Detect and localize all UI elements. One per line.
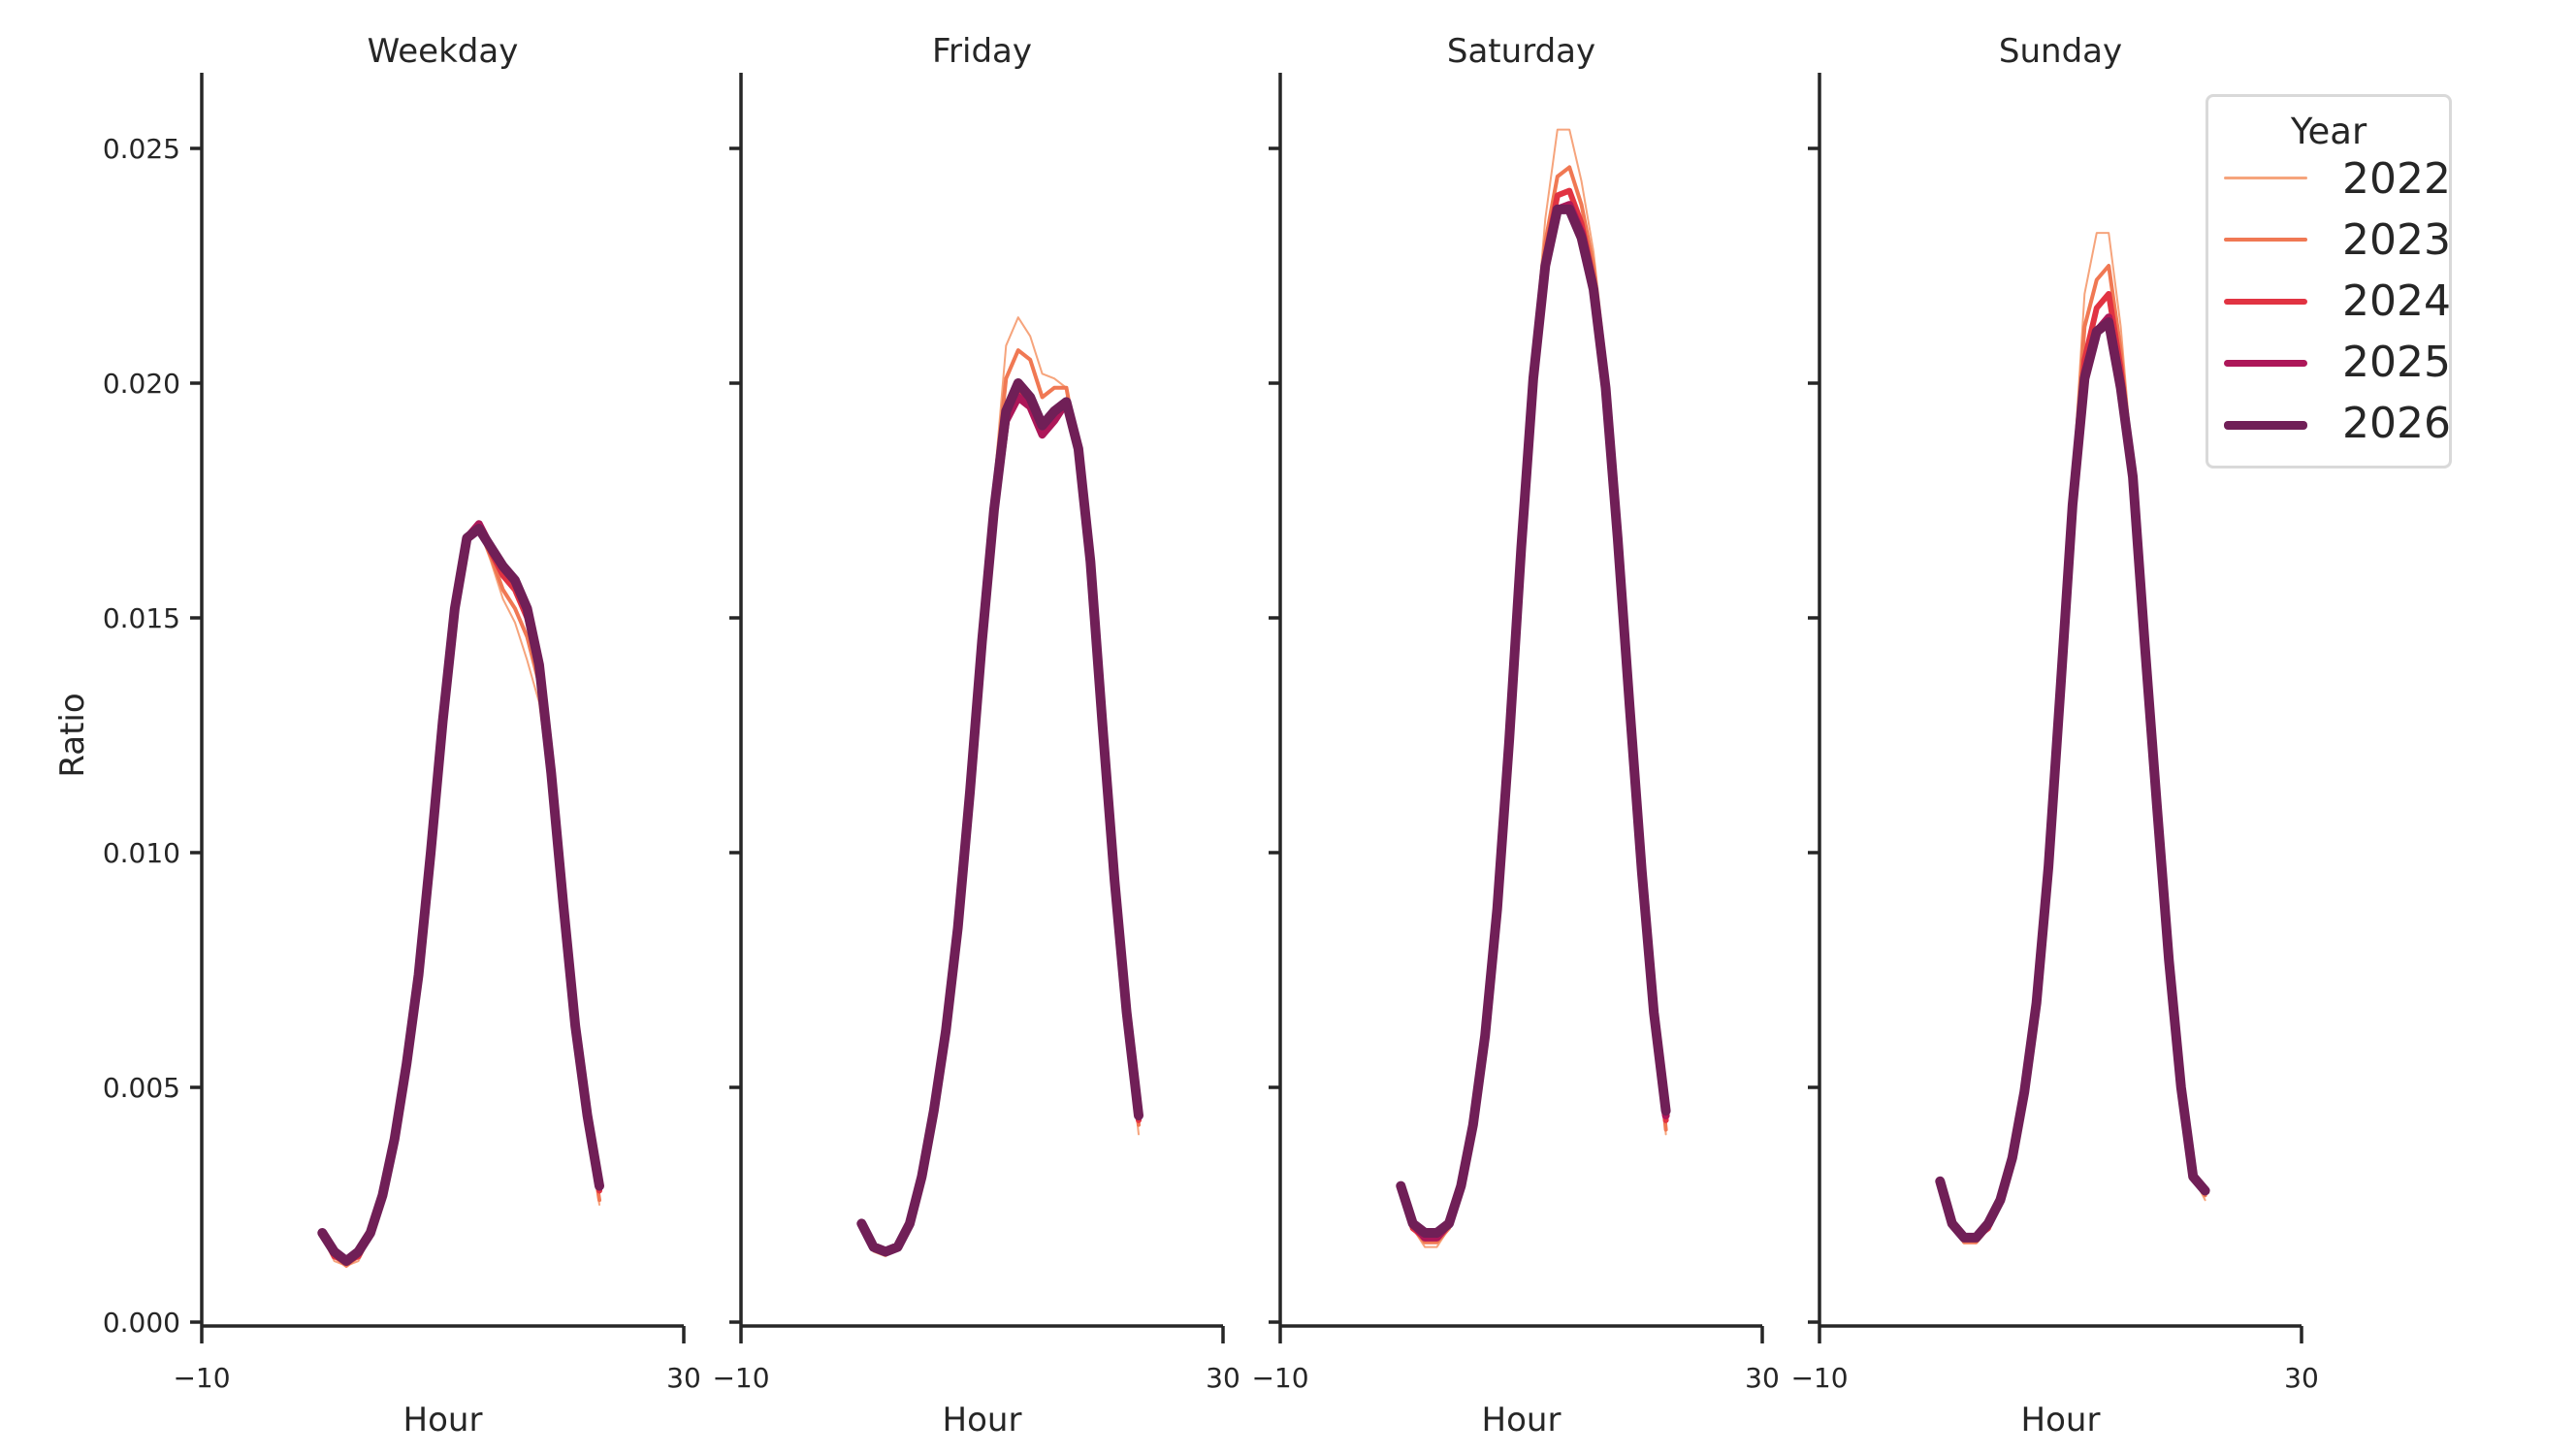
x-tick-label: −10	[1251, 1362, 1308, 1394]
legend-swatch-2023	[2224, 238, 2307, 242]
legend-swatch-2024	[2224, 299, 2307, 305]
legend-item-2022: 2022	[2214, 155, 2451, 204]
panels: Weekday 0.000 0.005 0.010 0.015 0.020 0.025 −10…	[103, 32, 2319, 1439]
legend-item-2025: 2025	[2214, 339, 2451, 387]
panel-saturday: Saturday −10 30 Hour	[1251, 32, 1779, 1439]
y-axis-label: Ratio	[53, 693, 92, 777]
panel-title: Sunday	[1999, 32, 2122, 71]
panel-title: Weekday	[368, 32, 519, 71]
panel-title: Friday	[932, 32, 1032, 71]
y-tick-label: 0.000	[103, 1307, 180, 1339]
legend-item-2023: 2023	[2214, 216, 2451, 265]
x-tick-label: −10	[712, 1362, 769, 1394]
panel-weekday: Weekday 0.000 0.005 0.010 0.015 0.020 0.025 −10…	[103, 32, 701, 1439]
series-line-2026	[1396, 204, 1671, 1238]
x-tick-label: 30	[2284, 1362, 2319, 1394]
x-tick-label: −10	[173, 1362, 230, 1394]
x-axis-label: Hour	[403, 1401, 483, 1439]
legend-label: 2026	[2342, 399, 2451, 448]
x-tick-label: 30	[1745, 1362, 1780, 1394]
panel-friday: Friday −10 30 Hour	[712, 32, 1240, 1439]
x-axis-label: Hour	[943, 1401, 1022, 1439]
legend-label: 2022	[2342, 154, 2451, 204]
series-line-2026	[1935, 317, 2210, 1243]
legend-item-2024: 2024	[2214, 277, 2451, 326]
legend-swatch-2022	[2224, 177, 2307, 179]
panel-title: Saturday	[1447, 32, 1595, 71]
legend-title: Year	[2290, 111, 2367, 152]
x-tick-label: 30	[666, 1362, 701, 1394]
legend-swatch-2026	[2224, 421, 2307, 430]
legend-label: 2024	[2342, 276, 2451, 326]
series-line-2026	[856, 378, 1143, 1257]
x-axis-label: Hour	[1482, 1401, 1562, 1439]
legend-swatch-2025	[2224, 360, 2307, 367]
y-tick-label: 0.020	[103, 368, 180, 400]
panel-sunday: Sunday −10 30 Hour	[1790, 32, 2318, 1439]
y-tick-label: 0.005	[103, 1072, 180, 1104]
legend: Year 2022 2023 2024 2025 2026	[2206, 94, 2452, 469]
series-line-2022	[1939, 232, 2206, 1244]
legend-label: 2023	[2342, 215, 2451, 265]
y-tick-label: 0.015	[103, 602, 180, 634]
series-line-2025	[857, 393, 1143, 1256]
x-axis-label: Hour	[2021, 1401, 2101, 1439]
y-tick-label: 0.010	[103, 837, 180, 869]
legend-label: 2025	[2342, 338, 2451, 387]
legend-item-2026: 2026	[2214, 400, 2451, 448]
x-tick-label: 30	[1206, 1362, 1240, 1394]
series-line-2024	[1937, 291, 2208, 1241]
series-line-2024	[858, 389, 1142, 1255]
y-tick-label: 0.025	[103, 133, 180, 165]
x-tick-label: −10	[1790, 1362, 1848, 1394]
series-line-2026	[317, 524, 604, 1267]
series-line-2023	[1938, 264, 2207, 1245]
